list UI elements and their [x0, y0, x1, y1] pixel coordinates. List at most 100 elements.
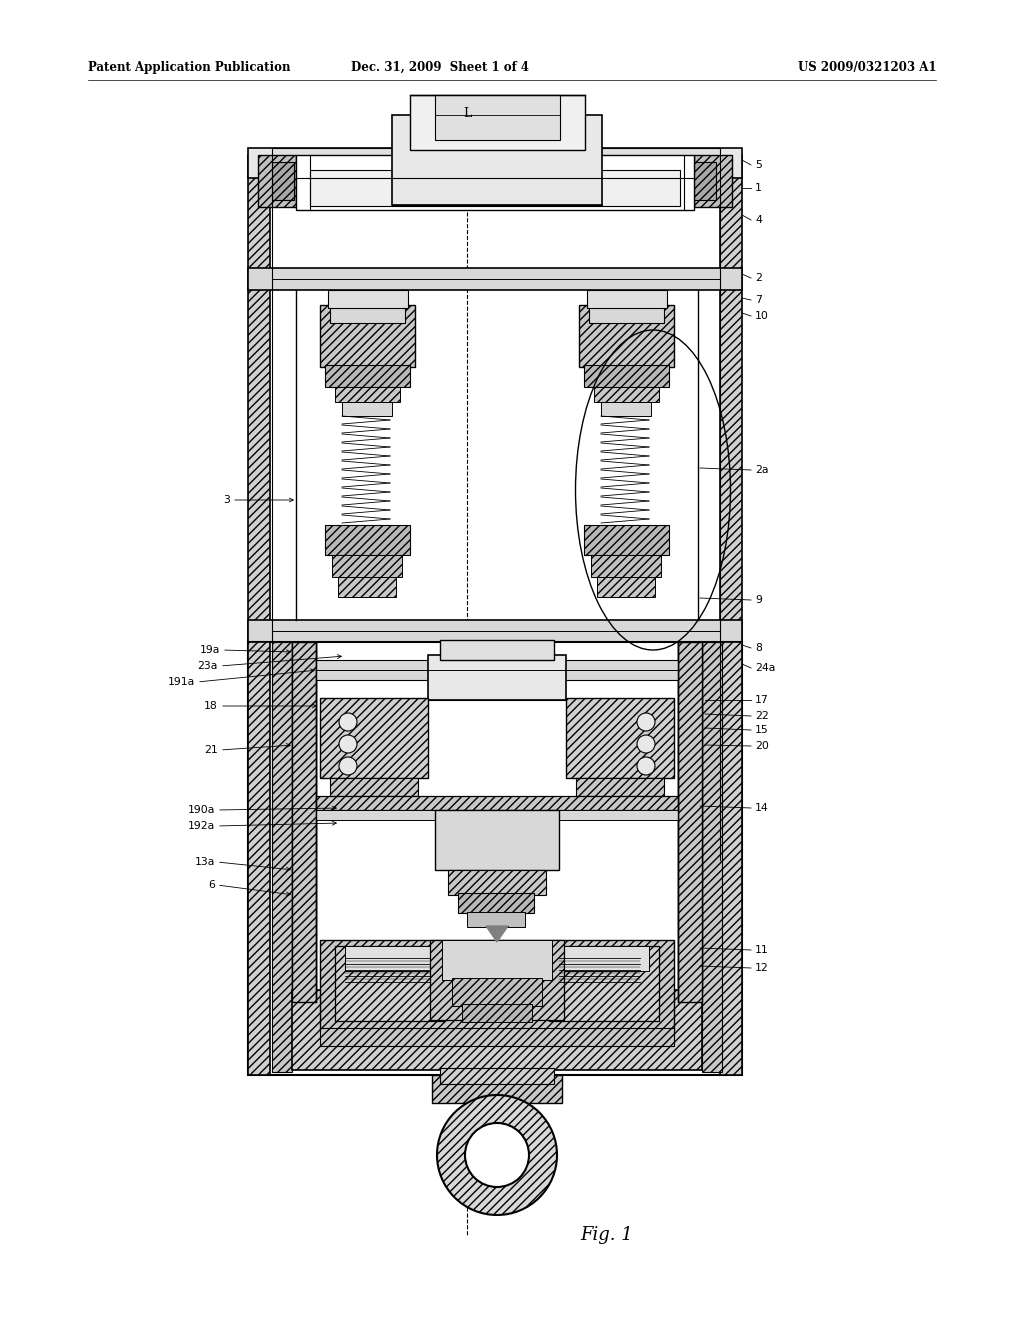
- Bar: [248, 620, 742, 642]
- Bar: [601, 403, 651, 416]
- Bar: [325, 525, 410, 554]
- Bar: [428, 655, 566, 700]
- Bar: [440, 1068, 554, 1084]
- Bar: [694, 154, 732, 207]
- Text: Patent Application Publication: Patent Application Publication: [88, 61, 291, 74]
- Text: 15: 15: [755, 725, 769, 735]
- Bar: [319, 940, 674, 1030]
- Bar: [292, 642, 316, 993]
- Text: 22: 22: [755, 711, 769, 721]
- Text: 1: 1: [755, 183, 762, 193]
- Circle shape: [465, 1123, 529, 1187]
- Bar: [319, 698, 428, 777]
- Bar: [597, 577, 655, 597]
- Bar: [458, 894, 534, 913]
- Circle shape: [637, 756, 655, 775]
- Bar: [584, 366, 669, 387]
- Text: 5: 5: [755, 160, 762, 170]
- Bar: [325, 366, 410, 387]
- Bar: [319, 1028, 674, 1045]
- Text: 191a: 191a: [168, 677, 195, 686]
- Text: 4: 4: [755, 215, 762, 224]
- Text: 13a: 13a: [195, 857, 215, 867]
- Circle shape: [339, 713, 357, 731]
- Bar: [435, 95, 560, 140]
- Text: 12: 12: [755, 964, 769, 973]
- Bar: [462, 1005, 532, 1022]
- Bar: [292, 990, 702, 1071]
- Bar: [440, 640, 554, 660]
- Text: 190a: 190a: [187, 805, 215, 814]
- Circle shape: [437, 1096, 557, 1214]
- Bar: [584, 525, 669, 554]
- Bar: [335, 946, 445, 1020]
- Polygon shape: [486, 927, 508, 942]
- Circle shape: [637, 713, 655, 731]
- Bar: [430, 940, 564, 1020]
- Bar: [392, 115, 602, 205]
- Bar: [272, 162, 294, 201]
- Text: 9: 9: [755, 595, 762, 605]
- Bar: [432, 1074, 562, 1104]
- Text: 24a: 24a: [755, 663, 775, 673]
- Bar: [316, 796, 678, 810]
- Bar: [345, 946, 435, 972]
- Bar: [310, 170, 680, 206]
- Bar: [442, 940, 552, 979]
- Bar: [258, 154, 296, 207]
- Bar: [338, 577, 396, 597]
- Bar: [591, 554, 662, 577]
- Bar: [248, 148, 742, 178]
- Bar: [566, 698, 674, 777]
- Bar: [248, 154, 270, 865]
- Text: 3: 3: [223, 495, 230, 506]
- Text: 11: 11: [755, 945, 769, 954]
- Bar: [720, 154, 742, 865]
- Bar: [587, 290, 667, 308]
- Bar: [694, 162, 716, 201]
- Bar: [332, 554, 402, 577]
- Text: 23a: 23a: [198, 661, 218, 671]
- Bar: [248, 642, 742, 1074]
- Text: 7: 7: [755, 294, 762, 305]
- Bar: [328, 290, 408, 308]
- Text: 2: 2: [755, 273, 762, 282]
- Text: 19a: 19a: [200, 645, 220, 655]
- Bar: [702, 642, 722, 1072]
- Bar: [410, 95, 585, 150]
- Text: 21: 21: [204, 744, 218, 755]
- Text: 18: 18: [204, 701, 218, 711]
- Text: 17: 17: [755, 696, 769, 705]
- Bar: [342, 403, 392, 416]
- Circle shape: [339, 735, 357, 752]
- Bar: [589, 305, 664, 323]
- Bar: [559, 946, 649, 972]
- Bar: [272, 148, 720, 178]
- Text: 2a: 2a: [755, 465, 768, 475]
- Bar: [330, 777, 418, 796]
- Bar: [579, 305, 674, 367]
- Bar: [549, 946, 659, 1020]
- Bar: [335, 387, 400, 403]
- Bar: [449, 870, 546, 895]
- Bar: [248, 268, 742, 290]
- Bar: [720, 642, 742, 1074]
- Text: L: L: [463, 107, 471, 120]
- Text: 192a: 192a: [187, 821, 215, 832]
- Text: Fig. 1: Fig. 1: [580, 1226, 633, 1243]
- Text: Dec. 31, 2009  Sheet 1 of 4: Dec. 31, 2009 Sheet 1 of 4: [351, 61, 529, 74]
- Text: 6: 6: [208, 880, 215, 890]
- Bar: [575, 777, 664, 796]
- Bar: [272, 642, 292, 1072]
- Bar: [452, 978, 542, 1006]
- FancyBboxPatch shape: [292, 642, 702, 1074]
- Bar: [316, 810, 678, 820]
- Bar: [319, 305, 415, 367]
- Bar: [467, 912, 525, 927]
- Text: 8: 8: [755, 643, 762, 653]
- Bar: [678, 642, 702, 993]
- Bar: [296, 154, 694, 210]
- Bar: [316, 660, 678, 680]
- Bar: [594, 387, 659, 403]
- Bar: [678, 642, 702, 1002]
